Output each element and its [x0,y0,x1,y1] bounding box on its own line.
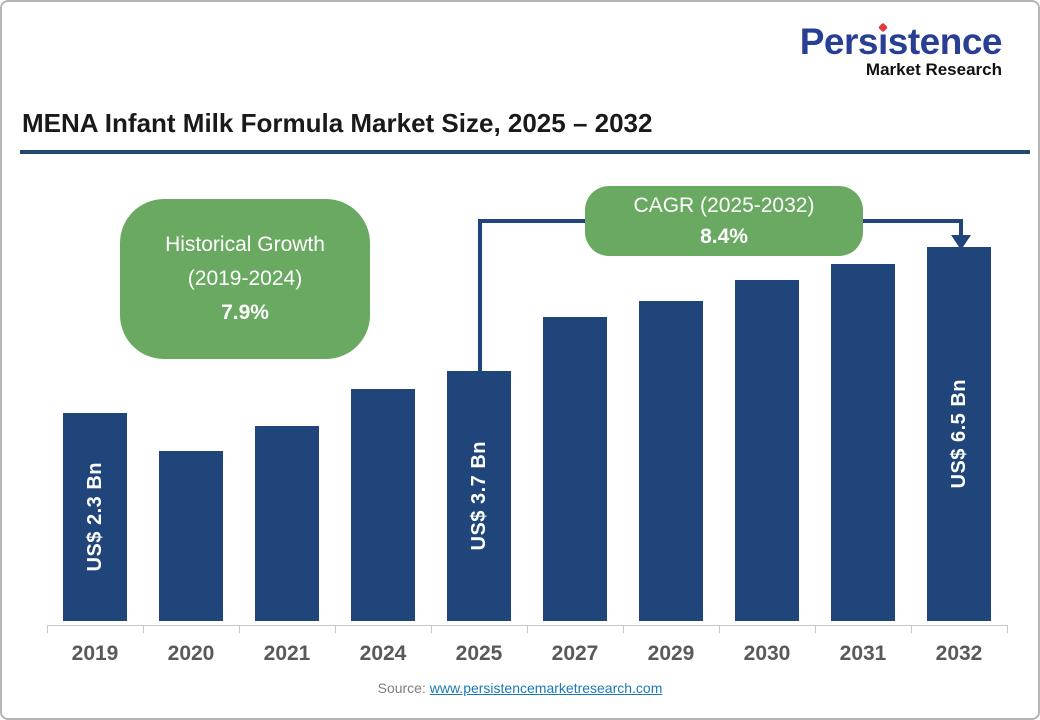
bar-2024 [351,389,415,621]
bar-value-label-2032: US$ 6.5 Bn [947,379,970,489]
bar-2027 [543,317,607,621]
cagr-arrowhead-icon [951,235,971,250]
title-underline [20,150,1030,154]
x-axis-label-2019: 2019 [71,642,119,665]
x-axis-tick [1007,625,1008,633]
historical-growth-value: 7.9% [221,301,269,324]
logo-text-part1: Pers [799,21,879,62]
logo-subtitle: Market Research [865,59,1002,79]
cagr-arrow-left-riser [478,221,482,376]
bar-2020 [159,451,223,621]
x-axis-label-2024: 2024 [359,642,407,665]
bar-value-label-2019: US$ 2.3 Bn [83,462,106,572]
x-axis-tick [911,625,912,633]
x-axis-tick [239,625,240,633]
bar-2031 [831,264,895,621]
x-axis-tick [815,625,816,633]
source-link[interactable]: www.persistencemarketresearch.com [429,680,663,696]
bar-2029 [639,301,703,621]
x-axis-tick [143,625,144,633]
logo-wordmark: Persı stence [799,21,1003,63]
bar-2019: US$ 2.3 Bn [63,413,127,621]
x-axis-tick [335,625,336,633]
x-axis-label-2032: 2032 [935,642,983,665]
cagr-label: CAGR (2025-2032) [633,194,815,217]
pmr-logo: Persı stence Market Research [799,21,1003,80]
bar-value-label-2025: US$ 3.7 Bn [467,441,490,551]
x-axis-tick [623,625,624,633]
bar-2025: US$ 3.7 Bn [447,371,511,621]
x-axis-tick [719,625,720,633]
historical-growth-line2: (2019-2024) [187,267,303,290]
x-axis-tick [431,625,432,633]
x-axis-label-2029: 2029 [647,642,695,665]
bar-2021 [255,426,319,621]
logo-text-part2: stence [887,21,1003,62]
bar-2032: US$ 6.5 Bn [927,247,991,621]
source-line: Source: www.persistencemarketresearch.co… [2,680,1038,696]
x-axis-tick [47,625,48,633]
chart-title: MENA Infant Milk Formula Market Size, 20… [22,108,653,138]
cagr-value: 8.4% [700,225,748,248]
x-axis-line [47,625,1008,626]
x-axis-label-2027: 2027 [551,642,599,665]
logo-letter-i: ı [877,21,888,62]
historical-growth-callout: Historical Growth (2019-2024) 7.9% [120,199,370,359]
source-prefix: Source: [377,680,430,696]
x-axis-label-2031: 2031 [839,642,887,665]
x-axis-label-2030: 2030 [743,642,791,665]
cagr-callout: CAGR (2025-2032) 8.4% [585,186,863,256]
bar-2030 [735,280,799,621]
cagr-arrow-right-riser [959,219,963,236]
historical-growth-line1: Historical Growth [165,233,325,256]
x-axis-label-2020: 2020 [167,642,215,665]
x-axis-tick [527,625,528,633]
x-axis-label-2021: 2021 [263,642,311,665]
x-axis-label-2025: 2025 [455,642,503,665]
